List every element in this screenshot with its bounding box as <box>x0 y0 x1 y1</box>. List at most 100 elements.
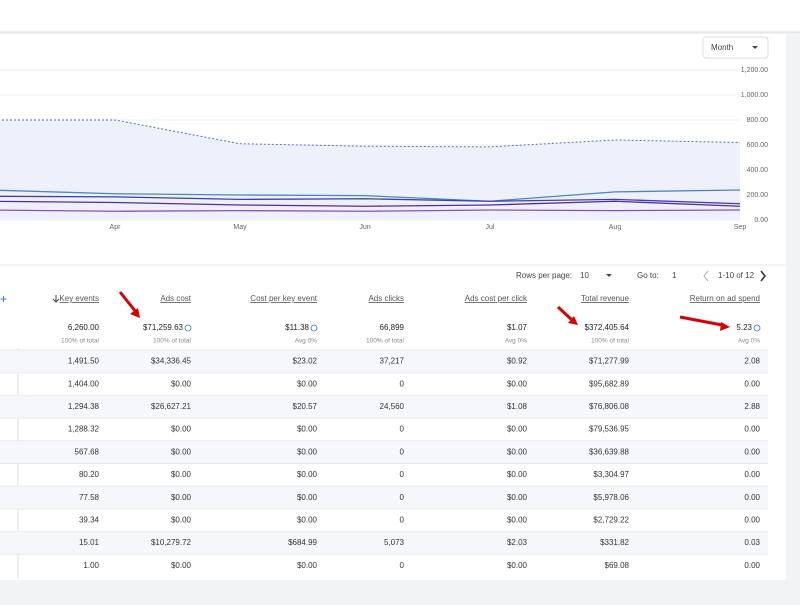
cell: $0.00 <box>171 447 192 456</box>
page-range: 1-10 of 12 <box>718 271 755 280</box>
cell: 0.03 <box>744 538 760 547</box>
column-header: Total revenue <box>581 294 630 303</box>
cell: $1.08 <box>507 402 528 411</box>
y-tick-label: 800.00 <box>747 117 769 124</box>
cell: $69.08 <box>605 561 630 570</box>
row-shade <box>0 350 768 373</box>
y-tick-label: 1,000.00 <box>741 92 768 99</box>
cell: 0 <box>400 425 405 434</box>
go-to-label: Go to: <box>637 271 659 280</box>
rows-per-page[interactable]: 10 <box>580 271 589 280</box>
cell: $0.00 <box>507 379 528 388</box>
total-sub: 100% of total <box>366 338 404 345</box>
cell: $76,806.08 <box>589 402 630 411</box>
next-page[interactable] <box>760 270 766 282</box>
x-tick-label: Sep <box>734 224 747 231</box>
series-line <box>0 200 741 207</box>
add-dimension[interactable]: + <box>0 292 7 306</box>
cell: $95,682.89 <box>589 379 630 388</box>
cell: $0.00 <box>297 470 318 479</box>
cell: 77.58 <box>79 493 100 502</box>
total-sub: 100% of total <box>153 338 191 345</box>
cell: $10,279.72 <box>151 538 192 547</box>
info-icon <box>184 324 192 332</box>
cell: $20.57 <box>293 402 318 411</box>
prev-page[interactable] <box>703 270 709 282</box>
cell: 37,217 <box>380 357 405 366</box>
cell: $0.00 <box>171 516 192 525</box>
arrow <box>556 305 574 322</box>
dropdown-icon <box>752 46 758 49</box>
cell: $0.00 <box>171 379 192 388</box>
cell: 0 <box>400 493 405 502</box>
total-value: 66,899 <box>380 323 405 332</box>
total-sub: Avg 0% <box>295 338 318 345</box>
cell: $36,639.88 <box>589 447 630 456</box>
total-sub: 100% of total <box>591 338 629 345</box>
cell: 0.00 <box>744 379 760 388</box>
cell: $0.00 <box>507 561 528 570</box>
cell: $71,277.99 <box>589 357 630 366</box>
y-tick-label: 1,200.00 <box>741 67 768 74</box>
column-header: Key events <box>59 294 99 303</box>
cell: $0.00 <box>507 447 528 456</box>
row-shade <box>0 395 768 419</box>
column-header: Cost per key event <box>250 294 317 303</box>
total-value: 5.23 <box>736 323 752 332</box>
cell: $0.92 <box>507 357 528 366</box>
cell: 0 <box>400 561 405 570</box>
column-header: Ads cost <box>160 294 191 303</box>
cell: $331.82 <box>600 538 629 547</box>
cell: $0.00 <box>507 425 528 434</box>
series-line <box>0 189 741 202</box>
cell: 0 <box>400 516 405 525</box>
row-shade <box>0 531 768 555</box>
sort-icon <box>52 295 60 303</box>
cell: $2.03 <box>507 538 528 547</box>
granularity-label: Month <box>711 43 733 52</box>
cell: 39.34 <box>79 516 100 525</box>
series-line <box>0 119 741 148</box>
arrowhead <box>568 316 578 325</box>
x-tick-label: Aug <box>609 224 622 231</box>
total-value: $372,405.64 <box>585 323 630 332</box>
cell: $34,336.45 <box>151 357 192 366</box>
go-to-input[interactable]: 1 <box>672 271 677 280</box>
column-header: Ads cost per click <box>465 294 528 303</box>
cell: $0.00 <box>171 561 192 570</box>
cell: 1,404.00 <box>68 379 100 388</box>
x-tick-label: May <box>233 224 247 231</box>
cell: 80.20 <box>79 470 100 479</box>
cell: $0.00 <box>171 470 192 479</box>
cell: 1,288.32 <box>68 425 100 434</box>
arrowhead <box>720 322 730 331</box>
cell: 567.68 <box>75 447 100 456</box>
cell: 0 <box>400 379 405 388</box>
series-line <box>0 209 741 212</box>
total-value: $11.38 <box>285 323 309 332</box>
cell: 5,073 <box>384 538 405 547</box>
cell: 2.88 <box>744 402 760 411</box>
total-sub: Avg 0% <box>505 338 528 345</box>
row-shade <box>0 440 768 464</box>
y-tick-label: 200.00 <box>747 192 769 199</box>
top-bar <box>0 0 800 32</box>
cell: $5,978.06 <box>593 493 629 502</box>
y-tick-label: 600.00 <box>747 142 769 149</box>
granularity-select[interactable] <box>702 36 769 59</box>
dropdown-icon <box>606 274 612 277</box>
info-icon <box>753 324 761 332</box>
column-header: Ads clicks <box>368 294 404 303</box>
info-icon <box>310 324 318 332</box>
total-sub: 100% of total <box>61 338 99 345</box>
cell: 0.00 <box>744 425 760 434</box>
cell: $0.00 <box>297 493 318 502</box>
cell: $2,729.22 <box>593 516 629 525</box>
series-line <box>0 195 741 205</box>
rows-per-page-label: Rows per page: <box>516 271 572 280</box>
cell: 0.00 <box>744 470 760 479</box>
cell: 15.01 <box>79 538 100 547</box>
cell: $23.02 <box>293 357 318 366</box>
cell: 1,491.50 <box>68 357 100 366</box>
